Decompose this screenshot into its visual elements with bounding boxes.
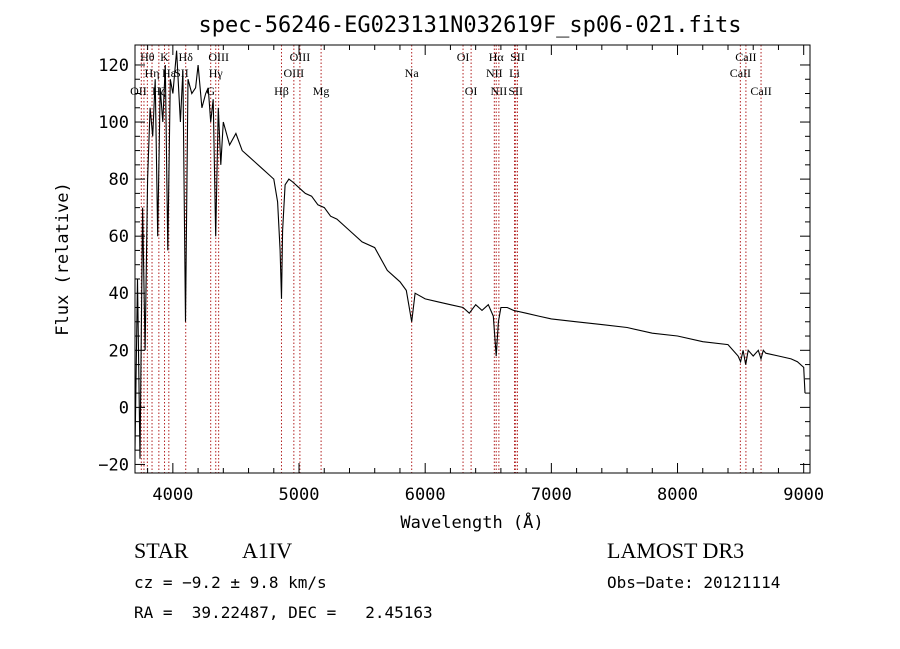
spectral-line-label-17: CaII xyxy=(730,66,751,80)
object-subclass: A1IV xyxy=(242,538,293,563)
x-axis-ticks: 4000 5000 6000 7000 8000 9000 xyxy=(147,45,824,505)
x-tick-label-0: 4000 xyxy=(152,485,193,505)
observation-date: Obs−Date: 20121114 xyxy=(607,573,781,592)
x-tick-label-4: 8000 xyxy=(657,485,698,505)
spectral-line-label-18: OII xyxy=(130,84,147,98)
x-axis-label: Wavelength (Å) xyxy=(400,511,543,533)
spectral-line-label-0: Hθ xyxy=(140,50,155,64)
x-tick-label-5: 9000 xyxy=(783,485,824,505)
spectral-line-label-4: OIII xyxy=(290,50,311,64)
redshift-value: cz = −9.2 ± 9.8 km/s xyxy=(134,573,327,592)
y-tick-label-3: 40 xyxy=(109,284,129,304)
spectral-line-label-5: OI xyxy=(457,50,470,64)
spectral-line-label-21: Hβ xyxy=(274,84,289,98)
spectrum-series-line xyxy=(134,50,806,459)
spectral-line-label-7: SII xyxy=(510,50,525,64)
spectral-line-label-22: Mg xyxy=(313,84,330,98)
y-tick-label-5: 80 xyxy=(109,170,129,190)
spectral-line-label-1: K xyxy=(160,50,169,64)
y-axis-label: Flux (relative) xyxy=(53,182,73,336)
spectral-line-label-6: Hα xyxy=(489,50,505,64)
spectral-line-markers xyxy=(140,45,762,473)
y-tick-label-2: 20 xyxy=(109,341,129,361)
spectral-line-label-9: Hη xyxy=(145,66,160,80)
chart-title: spec-56246-EG023131N032619F_sp06-021.fit… xyxy=(198,13,741,38)
spectral-line-label-15: NII xyxy=(486,66,503,80)
y-tick-label-0: −20 xyxy=(98,455,129,475)
spectral-line-label-2: Hδ xyxy=(179,50,194,64)
spectral-line-label-14: Na xyxy=(405,66,420,80)
y-tick-label-6: 100 xyxy=(98,113,129,133)
spectral-line-label-23: OI xyxy=(465,84,478,98)
x-tick-label-1: 5000 xyxy=(279,485,320,505)
plot-frame xyxy=(134,44,811,474)
survey-name: LAMOST DR3 xyxy=(607,538,745,563)
spectral-line-label-8: CaII xyxy=(735,50,756,64)
object-class: STAR xyxy=(134,538,189,563)
x-tick-label-2: 6000 xyxy=(405,485,446,505)
spectral-line-label-12: Hγ xyxy=(209,66,224,80)
spectral-line-label-25: SII xyxy=(508,84,523,98)
spectral-line-label-24: NII xyxy=(491,84,508,98)
y-tick-label-7: 120 xyxy=(98,56,129,76)
coordinates: RA = 39.22487, DEC = 2.45163 xyxy=(134,603,433,622)
spectral-line-label-20: G xyxy=(206,84,215,98)
y-tick-label-4: 60 xyxy=(109,227,129,247)
spectral-line-label-13: OIII xyxy=(284,66,305,80)
y-axis-ticks: −20 0 20 40 60 80 100 120 xyxy=(98,56,810,475)
spectral-line-label-26: CaII xyxy=(750,84,771,98)
spectral-line-label-3: OIII xyxy=(208,50,229,64)
y-tick-label-1: 0 xyxy=(119,398,129,418)
spectral-line-label-11: SII xyxy=(174,66,189,80)
x-tick-label-3: 7000 xyxy=(531,485,572,505)
spectral-line-label-16: Li xyxy=(509,66,520,80)
